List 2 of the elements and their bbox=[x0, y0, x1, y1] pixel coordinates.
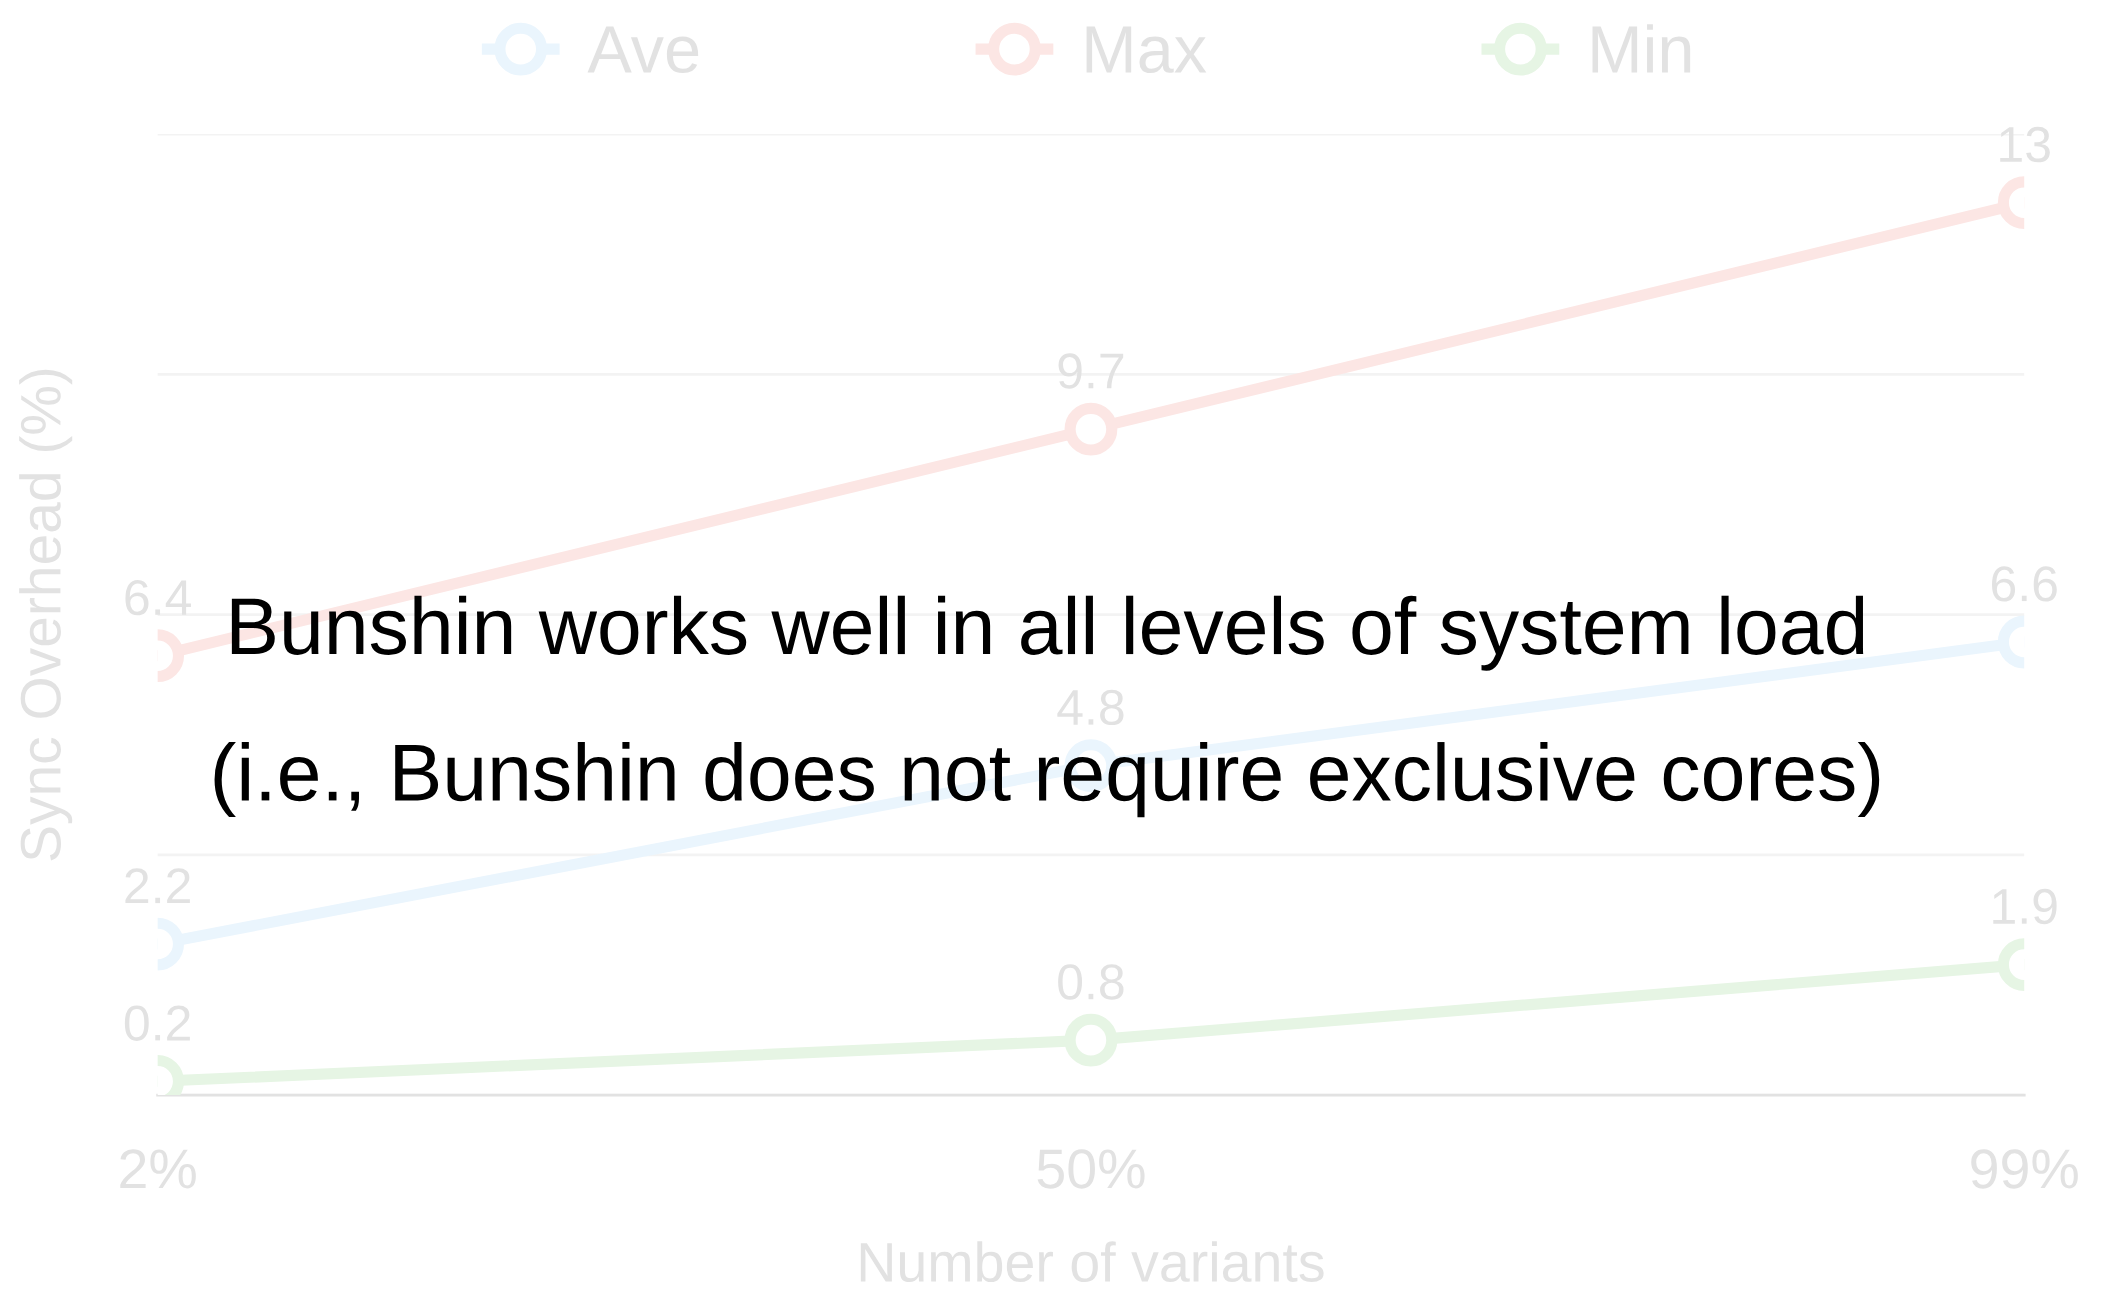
annotation: Bunshin works well in all levels of system load bbox=[231, 595, 1864, 671]
annotation: (i.e., Bunshin does not require exclusive cores) bbox=[214, 742, 1880, 818]
